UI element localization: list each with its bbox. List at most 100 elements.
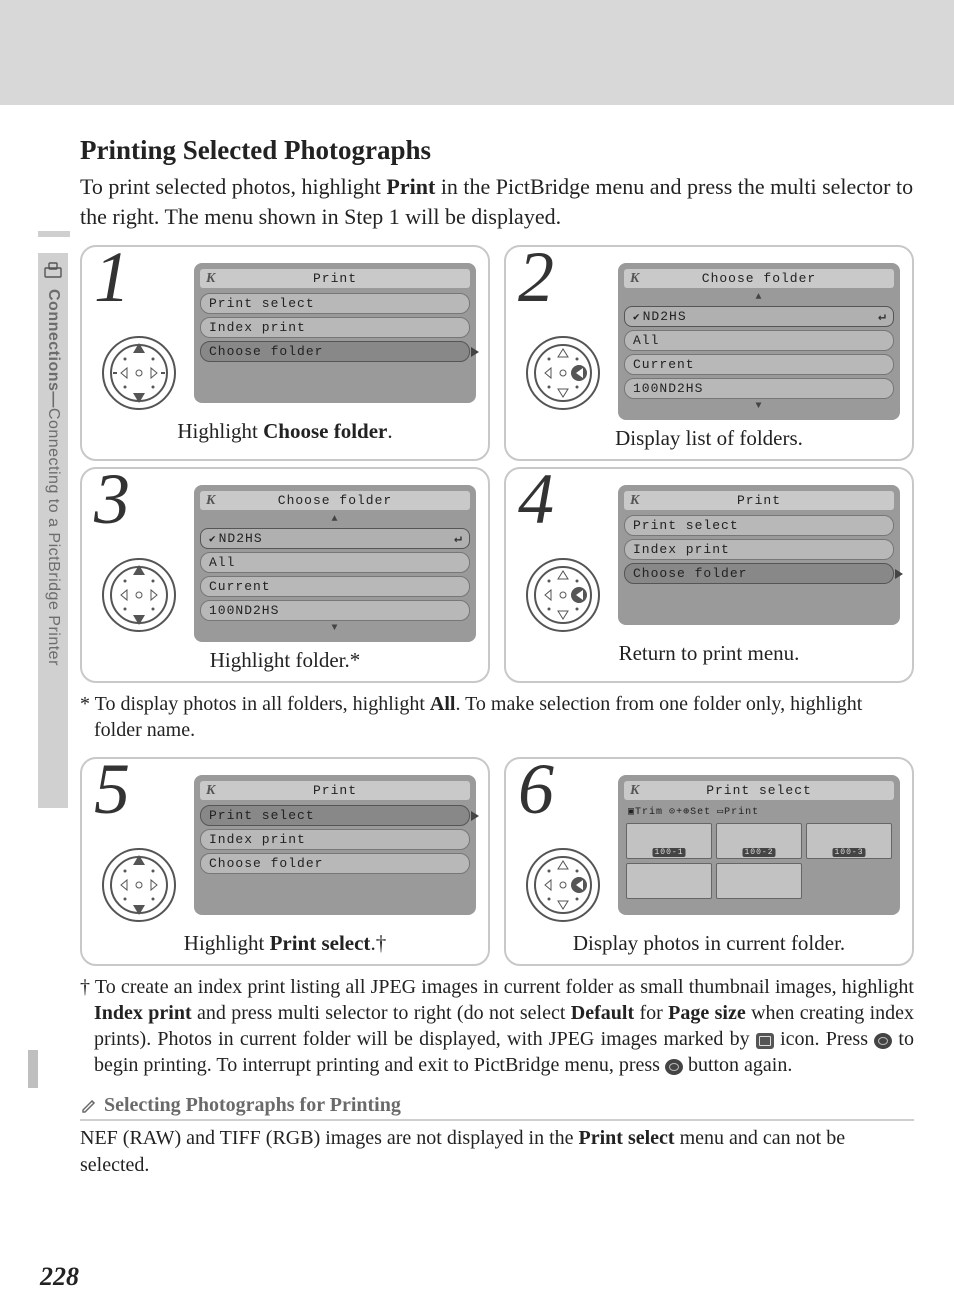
lcd-pictbridge-icon: K: [206, 493, 216, 509]
enter-button-icon: [665, 1059, 683, 1075]
steps-row-2: 3 KChoose folder: [80, 467, 914, 683]
fn2-p3: for: [634, 1002, 668, 1024]
selector-ud-icon: [99, 333, 179, 413]
lcd-title: K Print: [200, 269, 470, 288]
page-body: Connections—Connecting to a PictBridge P…: [0, 105, 954, 1314]
lcd-item-highlighted: Print select: [200, 805, 470, 826]
lcd-title-text: Print: [313, 783, 357, 798]
lcd-title: K Print: [200, 781, 470, 800]
caption-pre: Highlight: [184, 931, 270, 955]
step-3-lcd: KChoose folder ▲ ND2HS↵ All Current 100N…: [194, 485, 476, 642]
lcd-title: KChoose folder: [624, 269, 894, 288]
top-margin-strip: [0, 0, 954, 105]
lcd-title-text: Choose folder: [278, 493, 392, 508]
lcd-item-checked: ND2HS ↵: [624, 306, 894, 327]
note-heading-text: Selecting Photographs for Printing: [104, 1094, 401, 1117]
caption-post: .†: [370, 931, 386, 955]
step-1-caption: Highlight Choose folder.: [94, 419, 476, 444]
pencil-icon: [80, 1097, 98, 1115]
fn2-b2: Default: [571, 1002, 634, 1024]
lcd-pictbridge-icon: K: [630, 271, 640, 287]
lcd-title-text: Print: [313, 271, 357, 286]
side-tab-label: Connections—Connecting to a PictBridge P…: [44, 289, 62, 666]
step-6-caption: Display photos in current folder.: [518, 931, 900, 956]
step-4-number: 4: [518, 463, 554, 535]
step-2-caption: Display list of folders.: [518, 426, 900, 451]
thumbnail: [626, 863, 712, 899]
lcd-item-checked: ND2HS ↵: [200, 528, 470, 549]
pictbridge-inline-icon: [756, 1033, 774, 1049]
note-section: Selecting Photographs for Printing NEF (…: [80, 1094, 914, 1179]
side-tab: Connections—Connecting to a PictBridge P…: [38, 253, 68, 808]
note-body-bold: Print select: [579, 1127, 675, 1149]
right-arrow-icon: [471, 347, 479, 357]
lcd-item: All: [200, 552, 470, 573]
fn2-p2: and press multi selector to right (do no…: [192, 1002, 571, 1024]
lcd-item-text: Choose folder: [209, 344, 323, 359]
footnote1-pre: * To display photos in all folders, high…: [80, 693, 430, 715]
lcd-item-text: Print select: [209, 808, 315, 823]
thumb-label: 100-2: [742, 848, 775, 857]
steps-row-1: 1: [80, 245, 914, 461]
step-3-number: 3: [94, 463, 130, 535]
lcd-item: All: [624, 330, 894, 351]
return-icon: ↵: [454, 531, 463, 546]
step-4-caption: Return to print menu.: [518, 641, 900, 666]
fn2-b3: Page size: [668, 1002, 746, 1024]
lcd-item: Print select: [200, 293, 470, 314]
enter-button-icon: [874, 1033, 892, 1049]
lcd-item: Index print: [624, 539, 894, 560]
selector-right-icon: [523, 555, 603, 635]
lcd-item-highlighted: Choose folder: [624, 563, 894, 584]
fn2-p5: icon. Press: [774, 1028, 874, 1050]
step-5: 5 KPrint: [80, 757, 490, 966]
caption-pre: Highlight: [177, 419, 263, 443]
note-body-pre: NEF (RAW) and TIFF (RGB) images are not …: [80, 1127, 579, 1149]
footnote-dagger: † To create an index print listing all J…: [80, 974, 914, 1078]
thumbnail: 100-2: [716, 823, 802, 859]
lcd-item: Choose folder: [200, 853, 470, 874]
lcd-title: K Choose folder: [200, 491, 470, 510]
right-arrow-icon: [895, 569, 903, 579]
intro-pre: To print selected photos, highlight: [80, 174, 386, 199]
step-3-caption: Highlight folder.*: [94, 648, 476, 673]
return-icon: ↵: [878, 309, 887, 324]
fn2-p1: † To create an index print listing all J…: [80, 976, 914, 998]
lcd-pictbridge-icon: K: [206, 271, 216, 287]
caption-bold: Print select: [270, 931, 371, 955]
lcd-title-text: Print: [737, 493, 781, 508]
step-5-number: 5: [94, 753, 130, 825]
print-label: ▭Print: [717, 806, 759, 818]
lcd-item: Index print: [200, 317, 470, 338]
lcd-pictbridge-icon: K: [206, 783, 216, 799]
side-tab-label-light: Connecting to a PictBridge Printer: [45, 408, 62, 666]
steps-row-3: 5 KPrint: [80, 757, 914, 966]
side-tab-label-bold: Connections—: [45, 289, 62, 408]
fn2-p7: button again.: [683, 1054, 792, 1076]
step-1-number: 1: [94, 241, 130, 313]
lcd-item-text: ND2HS: [219, 531, 263, 546]
selector-right-icon: [523, 333, 603, 413]
lcd-item-text: ND2HS: [643, 309, 687, 324]
left-margin-marker: [28, 1050, 38, 1088]
thumbnail-row-1: 100-1 100-2 100-3: [624, 821, 894, 861]
step-1-lcd: K Print Print select Index print Choose f…: [194, 263, 476, 403]
scroll-up-icon: ▲: [200, 515, 470, 525]
scroll-down-icon: ▼: [624, 402, 894, 412]
step-5-lcd: K Print Print select Index print Choose f…: [194, 775, 476, 915]
footnote-asterisk: * To display photos in all folders, high…: [80, 691, 914, 743]
scroll-down-icon: ▼: [200, 624, 470, 634]
lcd-item: Index print: [200, 829, 470, 850]
lcd-title: KPrint: [624, 491, 894, 510]
step-5-caption: Highlight Print select.†: [94, 931, 476, 956]
page-number: 228: [40, 1262, 79, 1292]
note-body: NEF (RAW) and TIFF (RGB) images are not …: [80, 1125, 914, 1179]
step-6-number: 6: [518, 753, 554, 825]
step-2-number: 2: [518, 241, 554, 313]
selector-right-icon: [523, 845, 603, 925]
lcd-item: Current: [624, 354, 894, 375]
intro-bold: Print: [386, 174, 435, 199]
section-heading: Printing Selected Photographs: [80, 135, 914, 166]
thumbnail: 100-1: [626, 823, 712, 859]
note-heading: Selecting Photographs for Printing: [80, 1094, 914, 1121]
